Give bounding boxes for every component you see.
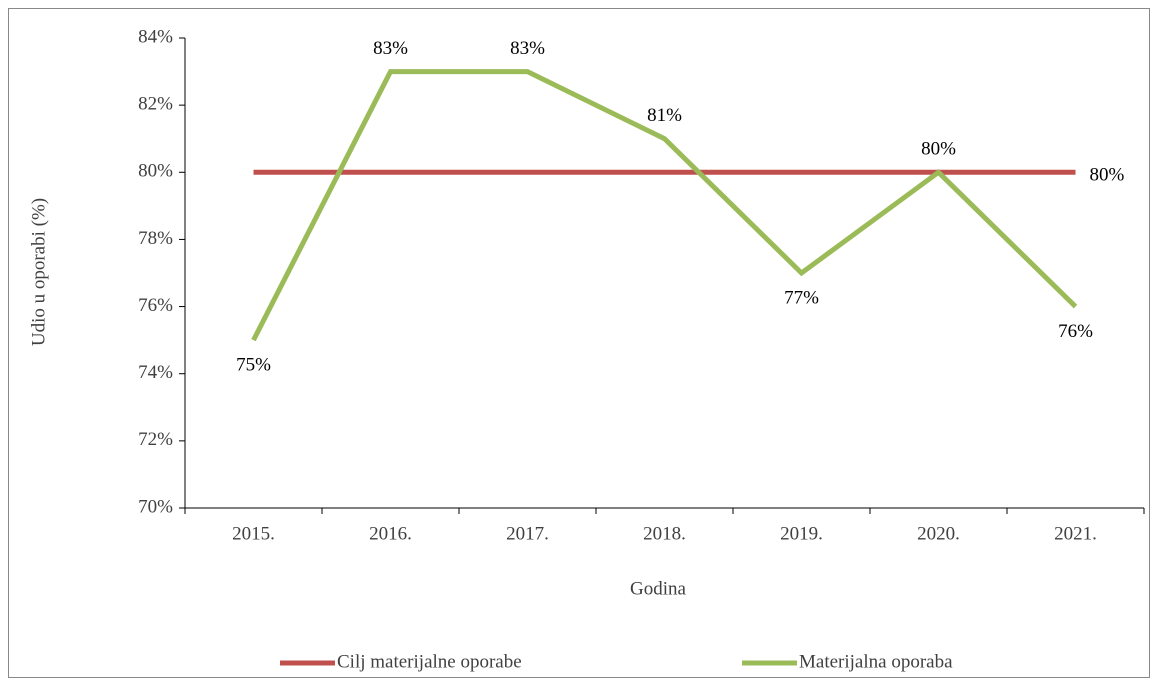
chart-border xyxy=(8,8,1150,678)
data-label: 77% xyxy=(784,287,819,308)
data-label: 80% xyxy=(921,139,956,160)
data-label: 83% xyxy=(510,38,545,59)
y-tick-label: 74% xyxy=(138,362,173,383)
x-tick-label: 2019. xyxy=(780,523,823,544)
y-tick-label: 82% xyxy=(138,94,173,115)
x-tick-label: 2020. xyxy=(917,523,960,544)
series-line xyxy=(251,69,1078,342)
data-label: 76% xyxy=(1058,321,1093,342)
y-tick-label: 80% xyxy=(138,161,173,182)
y-tick-label: 84% xyxy=(138,26,173,47)
legend-label: Materijalna oporaba xyxy=(799,651,953,672)
data-label: 83% xyxy=(373,38,408,59)
y-tick-label: 70% xyxy=(138,496,173,517)
x-axis-title: Godina xyxy=(630,578,687,599)
legend-label: Cilj materijalne oporabe xyxy=(337,651,522,672)
x-tick-label: 2017. xyxy=(506,523,549,544)
x-tick-label: 2021. xyxy=(1054,523,1097,544)
y-tick-label: 72% xyxy=(138,429,173,450)
y-tick-label: 78% xyxy=(138,228,173,249)
x-tick-label: 2015. xyxy=(232,523,275,544)
y-tick-label: 76% xyxy=(138,295,173,316)
data-label: 75% xyxy=(236,355,271,376)
x-tick-label: 2016. xyxy=(369,523,412,544)
x-tick-label: 2018. xyxy=(643,523,686,544)
y-axis-title: Udio u oporabi (%) xyxy=(28,198,49,346)
data-label: 80% xyxy=(1090,165,1125,186)
data-label: 81% xyxy=(647,105,682,126)
